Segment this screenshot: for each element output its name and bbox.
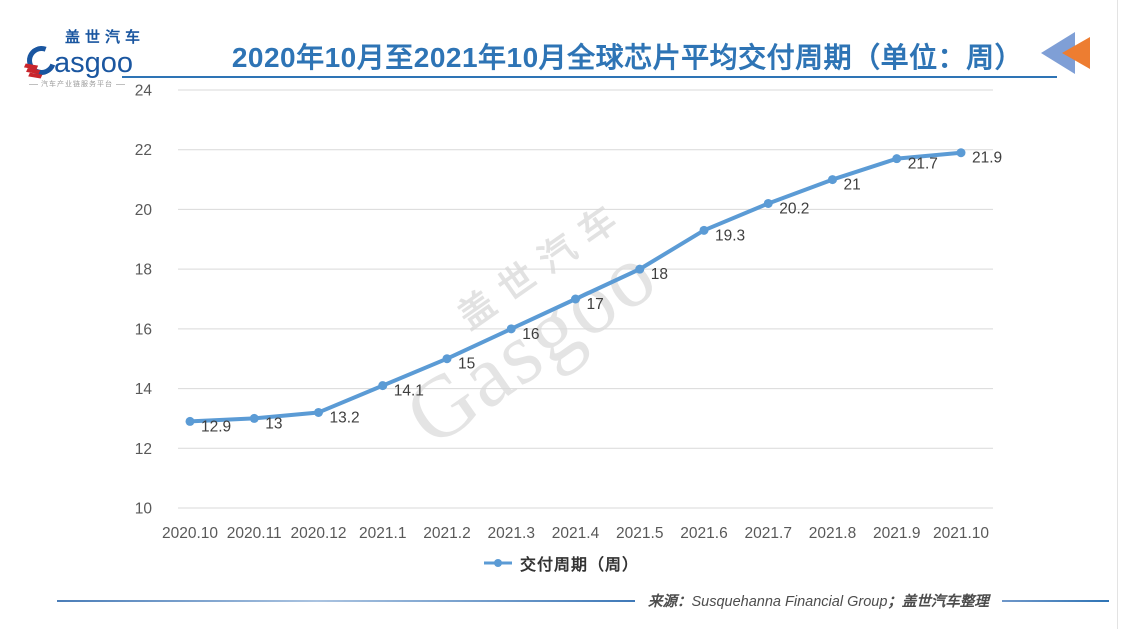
y-tick-label: 24: [135, 83, 153, 100]
legend-label: 交付周期（周）: [519, 557, 639, 574]
data-label: 21.9: [972, 150, 1002, 167]
data-point-marker: [763, 198, 773, 208]
x-tick-label: 2021.9: [873, 525, 920, 542]
data-label: 19.3: [715, 227, 745, 244]
data-label: 21.7: [908, 156, 938, 173]
data-point-marker: [314, 407, 323, 417]
data-point-marker: [249, 413, 259, 423]
data-point-marker: [506, 324, 516, 334]
data-point-marker: [442, 354, 452, 364]
data-label: 13: [265, 415, 282, 432]
x-tick-label: 2021.6: [680, 525, 727, 542]
x-tick-label: 2020.11: [227, 525, 282, 542]
logo-brand-cn: 盖世汽车: [65, 29, 146, 46]
y-tick-label: 18: [135, 262, 152, 279]
source-divider-left: [57, 599, 635, 602]
y-tick-label: 14: [135, 381, 153, 398]
x-tick-label: 2021.10: [933, 525, 989, 542]
data-point-marker: [635, 264, 645, 274]
source-suffix: ；盖世汽车整理: [887, 594, 989, 610]
data-label: 20.2: [779, 200, 809, 217]
data-point-marker: [699, 225, 709, 235]
x-tick-label: 2021.1: [359, 525, 406, 542]
x-tick-label: 2020.12: [290, 525, 346, 542]
data-label: 16: [522, 326, 539, 343]
chart-legend: 交付周期（周）: [0, 551, 1122, 575]
y-tick-label: 22: [135, 142, 152, 159]
y-tick-label: 16: [135, 321, 152, 338]
data-label: 21: [844, 177, 861, 194]
logo-tagline: 汽车产业链服务平台: [29, 79, 125, 89]
x-tick-label: 2021.2: [423, 525, 470, 542]
data-point-marker: [892, 154, 902, 164]
title-underline: [122, 76, 1057, 78]
data-label: 15: [458, 356, 475, 373]
x-tick-label: 2020.10: [162, 525, 218, 542]
page-right-border: [1117, 0, 1118, 629]
data-point-marker: [828, 175, 837, 185]
y-tick-label: 12: [135, 441, 152, 458]
data-label: 12.9: [201, 418, 231, 435]
page-title: 2020年10月至2021年10月全球芯片平均交付周期（单位：周）: [231, 42, 1024, 73]
x-tick-label: 2021.3: [488, 525, 535, 542]
source-text: 来源：Susquehanna Financial Group；盖世汽车整理: [648, 590, 989, 611]
data-point-marker: [378, 381, 388, 391]
data-point-marker: [956, 148, 966, 158]
x-tick-label: 2021.8: [809, 525, 856, 542]
x-tick-label: 2021.5: [616, 525, 663, 542]
x-tick-label: 2021.4: [552, 525, 600, 542]
data-point-marker: [185, 416, 195, 426]
data-label: 18: [651, 266, 668, 283]
logo-brand-en: asgoo: [54, 47, 134, 79]
source-name: Susquehanna Financial Group: [691, 594, 888, 610]
logo-tagline-text: 汽车产业链服务平台: [41, 81, 113, 88]
data-point-marker: [571, 294, 580, 304]
source-prefix: 来源：: [648, 594, 692, 610]
y-tick-label: 10: [135, 500, 153, 517]
y-tick-label: 20: [135, 202, 153, 219]
data-label: 13.2: [330, 409, 360, 426]
gasgoo-logo: 盖世汽车 asgoo 汽车产业链服务平台: [22, 29, 169, 89]
data-label: 17: [587, 296, 604, 313]
x-tick-label: 2021.7: [745, 525, 792, 542]
triangle-left-orange-icon: [1062, 37, 1090, 69]
source-bar: 来源：Susquehanna Financial Group；盖世汽车整理: [0, 590, 1117, 611]
source-divider-right: [1001, 599, 1109, 602]
data-label: 14.1: [394, 383, 424, 400]
legend-line-marker-icon: [483, 559, 512, 567]
